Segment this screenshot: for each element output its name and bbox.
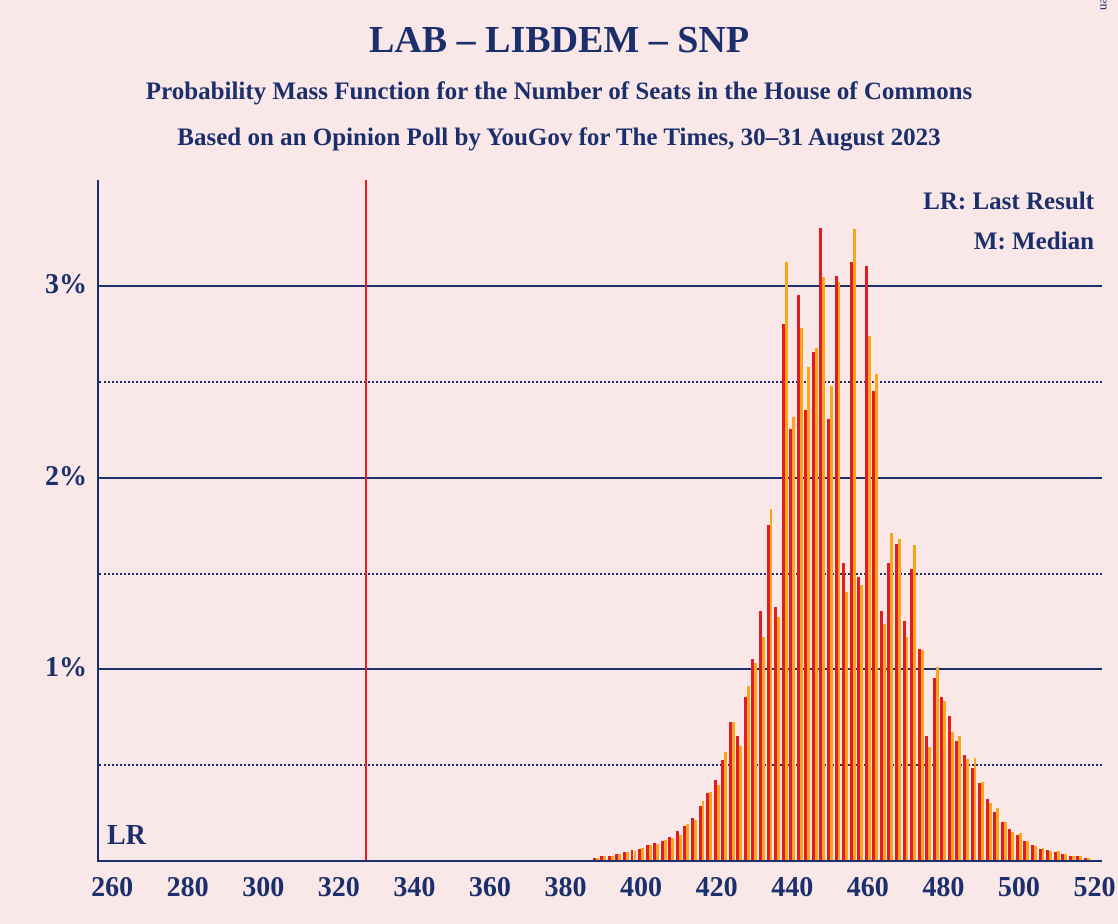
bar-series-b (958, 736, 961, 860)
plot-area: 1%2%3%LR (97, 180, 1102, 860)
lr-vertical-line (365, 180, 367, 860)
chart-subtitle-2: Based on an Opinion Poll by YouGov for T… (0, 106, 1118, 152)
gridline-minor (99, 573, 1102, 575)
x-axis-tick-label: 460 (833, 872, 903, 904)
bar-series-b (603, 856, 606, 860)
bar-series-b (634, 851, 637, 860)
x-axis-tick-label: 480 (908, 872, 978, 904)
bar-series-b (709, 792, 712, 860)
bar-series-b (1004, 822, 1007, 860)
bar-series-b (717, 785, 720, 860)
bar-series-b (754, 663, 757, 860)
bar-series-b (807, 367, 810, 860)
y-axis-line (97, 180, 99, 860)
bar-series-b (928, 747, 931, 860)
bar-series-b (664, 840, 667, 860)
bar-series-b (762, 637, 765, 860)
gridline-major (99, 668, 1102, 670)
y-axis-tick-label: 1% (27, 652, 87, 684)
bar-series-b (1079, 856, 1082, 860)
bar-series-b (913, 545, 916, 860)
x-axis-tick-label: 280 (153, 872, 223, 904)
bar-series-b (875, 374, 878, 860)
bar-series-b (921, 650, 924, 860)
x-axis-tick-label: 520 (1059, 872, 1118, 904)
gridline-major (99, 477, 1102, 479)
bar-series-b (1042, 848, 1045, 860)
bar-series-b (1064, 854, 1067, 860)
bar-series-b (732, 722, 735, 860)
bar-series-b (1072, 856, 1075, 860)
bar-series-b (777, 617, 780, 860)
bar-series-b (770, 509, 773, 860)
bar-series-b (822, 277, 825, 860)
bar-series-b (649, 845, 652, 860)
bar-series-b (860, 585, 863, 860)
gridline-minor (99, 381, 1102, 383)
bar-series-b (830, 386, 833, 860)
y-axis-tick-label: 3% (27, 269, 87, 301)
x-axis-tick-label: 380 (530, 872, 600, 904)
bar-series-b (694, 820, 697, 860)
bar-series-b (906, 637, 909, 860)
bar-series-b (1034, 846, 1037, 860)
x-axis-tick-label: 260 (77, 872, 147, 904)
bar-series-b (611, 856, 614, 860)
bar-series-b (641, 848, 644, 860)
bar-series-b (996, 808, 999, 860)
x-axis-tick-label: 420 (682, 872, 752, 904)
x-axis-tick-label: 320 (304, 872, 374, 904)
bar-series-b (792, 417, 795, 860)
chart-title: LAB – LIBDEM – SNP (0, 0, 1118, 62)
bar-series-b (890, 533, 893, 860)
x-axis-tick-label: 500 (984, 872, 1054, 904)
bar-series-b (1049, 851, 1052, 860)
bar-series-b (626, 852, 629, 860)
bar-series-b (702, 801, 705, 860)
bar-series-b (747, 686, 750, 860)
bar-series-b (800, 328, 803, 860)
x-axis-tick-label: 300 (228, 872, 298, 904)
bar-series-b (853, 229, 856, 860)
bar-series-b (981, 782, 984, 860)
bar-series-b (656, 844, 659, 860)
bar-series-b (785, 262, 788, 860)
bar-series-b (951, 732, 954, 860)
bar-series-b (739, 746, 742, 860)
bar-series-b (815, 348, 818, 860)
chart-subtitle-1: Probability Mass Function for the Number… (0, 62, 1118, 106)
bar-series-b (686, 824, 689, 860)
bar-series-b (618, 854, 621, 860)
bar-series-b (596, 858, 599, 860)
bar-series-b (838, 282, 841, 860)
x-axis-tick-label: 340 (379, 872, 449, 904)
bar-series-b (1057, 851, 1060, 860)
x-axis-tick-label: 440 (757, 872, 827, 904)
bar-series-b (1026, 841, 1029, 860)
bar-series-b (1087, 858, 1090, 860)
bar-series-b (1019, 833, 1022, 860)
bar-series-b (974, 758, 977, 860)
bar-series-b (868, 336, 871, 860)
bar-series-b (1011, 832, 1014, 860)
bar-series-b (943, 701, 946, 860)
gridline-major (99, 285, 1102, 287)
bar-series-b (724, 752, 727, 860)
bar-series-b (845, 592, 848, 860)
copyright-text: © 2023 Filip van Laenen (1096, 0, 1112, 10)
bar-series-b (989, 803, 992, 860)
bar-series-b (898, 539, 901, 860)
bar-series-b (966, 759, 969, 860)
x-axis-line (97, 860, 1102, 862)
bar-series-b (671, 838, 674, 860)
chart-container: © 2023 Filip van Laenen LAB – LIBDEM – S… (0, 0, 1118, 924)
x-axis-tick-label: 360 (455, 872, 525, 904)
lr-label: LR (107, 820, 146, 852)
bar-series-b (679, 835, 682, 860)
x-axis-tick-label: 400 (606, 872, 676, 904)
bar-series-b (936, 667, 939, 860)
bar-series-b (883, 624, 886, 860)
y-axis-tick-label: 2% (27, 461, 87, 493)
